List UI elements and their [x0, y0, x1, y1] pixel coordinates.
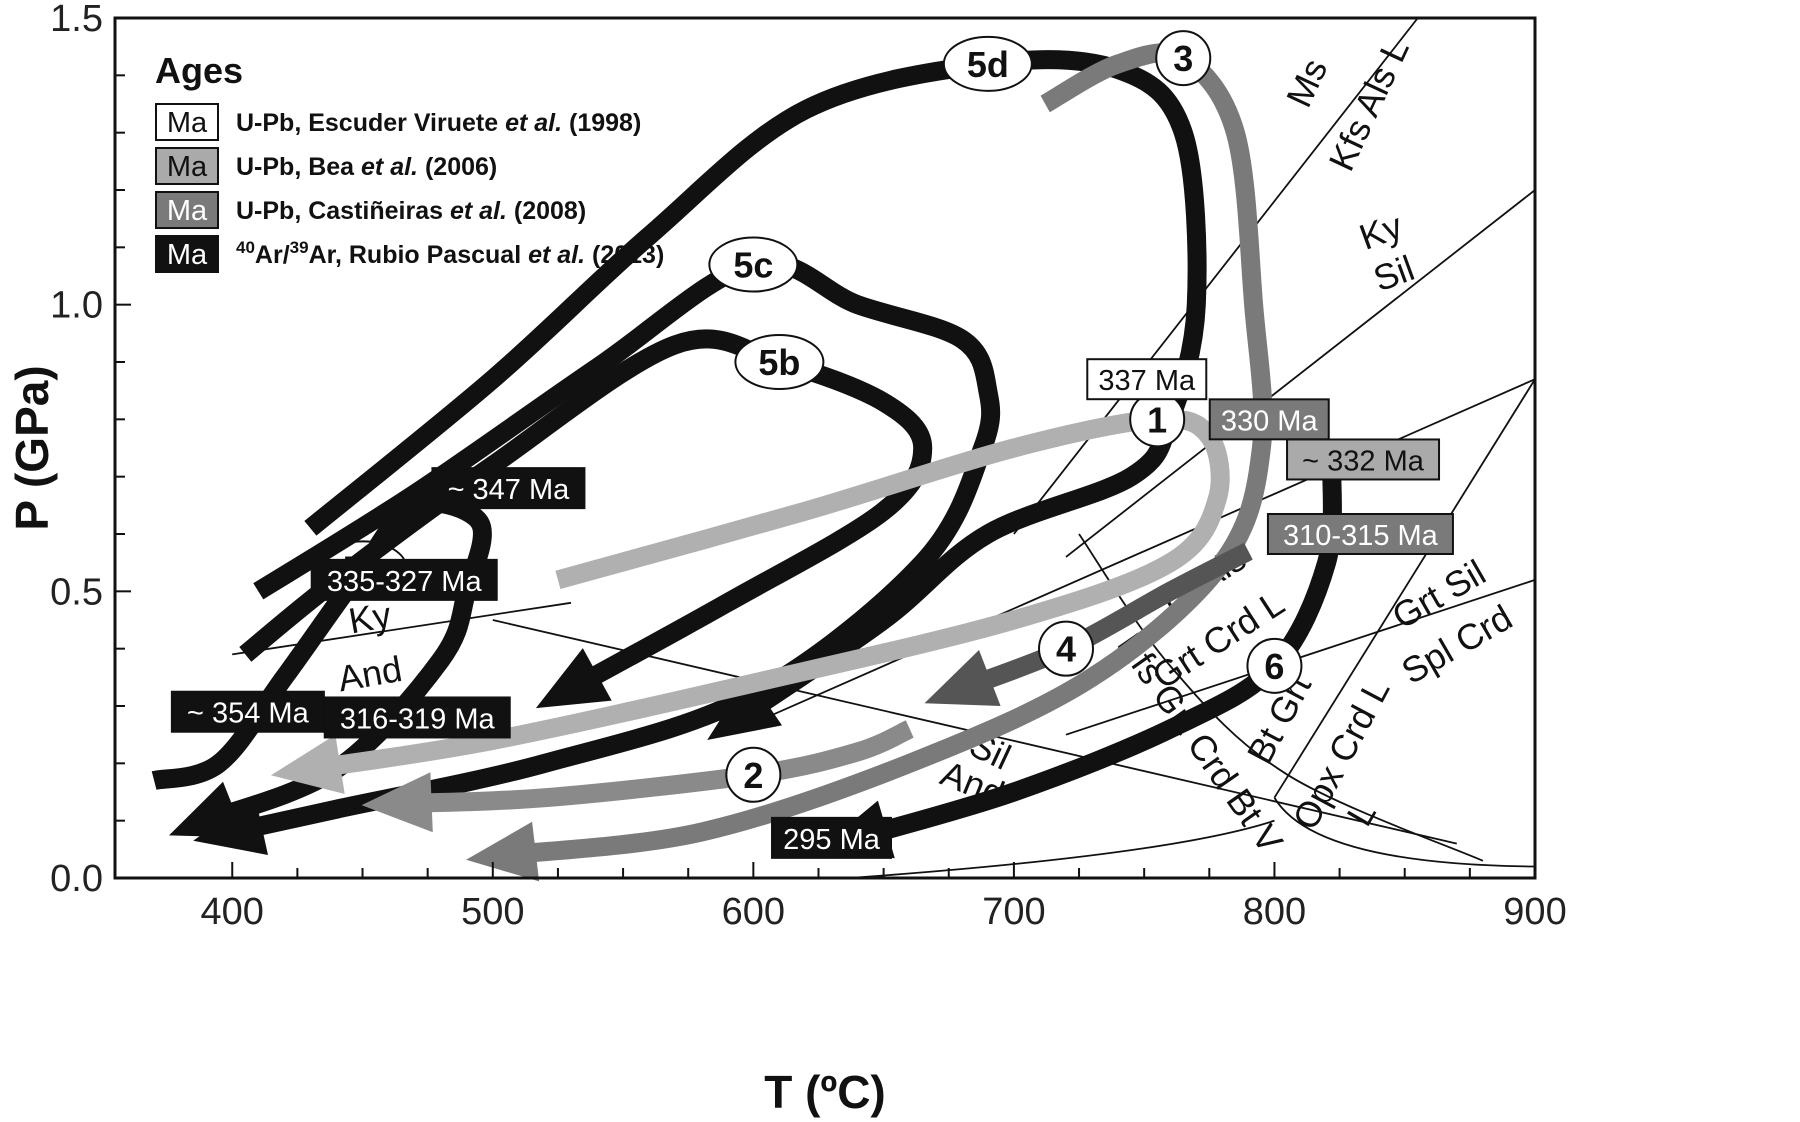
path-label-text: 5c [733, 245, 773, 286]
age-label: ~ 347 Ma [448, 474, 571, 506]
legend-swatch [155, 147, 219, 185]
age-label-box [170, 690, 325, 733]
x-tick-label: 900 [1503, 891, 1566, 933]
path-label-text: 4 [1056, 629, 1076, 670]
legend-title: Ages [155, 50, 243, 91]
pt-path-5d [304, 50, 1207, 726]
reaction-label: And [335, 648, 405, 700]
legend: Ages Ma U-Pb, Escuder Viruete et al. (1998… [155, 50, 664, 273]
reaction-label: Sil [1368, 247, 1420, 299]
legend-swatch [155, 235, 219, 273]
path-label-5d [942, 35, 1033, 92]
path-label-text: 3 [1173, 38, 1193, 79]
reaction-line-8 [1273, 797, 1536, 868]
arrowhead-2 [361, 772, 433, 833]
reaction-line-4 [726, 378, 1536, 736]
reaction-line-0 [1065, 189, 1536, 558]
legend-swatch-text: Ma [167, 239, 208, 271]
path-label-6 [1246, 637, 1303, 694]
age-label: 310-315 Ma [1283, 520, 1439, 552]
age-label-box [310, 558, 498, 601]
reaction-label: Ky [346, 594, 394, 642]
plot-frame: 400 500 600 700 800 900 0.0 0.5 1.0 1.5 [50, 0, 1567, 933]
plot-border [113, 16, 1537, 880]
age-label: ~ 354 Ma [187, 698, 310, 730]
legend-entry: U-Pb, Escuder Viruete et al. (1998) [236, 109, 641, 137]
path-label-text: 1 [1147, 399, 1167, 440]
reaction-label: L [1338, 795, 1384, 833]
path-label-3 [1155, 30, 1212, 87]
legend-entry: 40Ar/39Ar, Rubio Pascual et al. (2013) [236, 238, 664, 269]
age-label-box [1086, 358, 1208, 401]
path-label-2 [725, 746, 782, 803]
path-label-text: 2 [743, 755, 763, 796]
pt-path-4 [958, 542, 1253, 698]
pt-path-6 [854, 464, 1342, 848]
path-label-text: 5d [967, 44, 1009, 85]
age-label: 316-319 Ma [340, 703, 496, 735]
path-label-5b [734, 334, 825, 390]
y-tick-label: 1.5 [50, 0, 103, 40]
legend-swatch-text: Ma [167, 195, 208, 227]
path-label-text: 6 [1264, 646, 1284, 687]
legend-swatch-text: Ma [167, 107, 208, 139]
pt-path-2 [401, 720, 914, 813]
arrowhead-5c [193, 796, 268, 855]
age-label-box [431, 467, 586, 510]
arrowhead-1 [270, 734, 345, 794]
reaction-label: Ms [1278, 52, 1335, 113]
x-tick-label: 600 [722, 891, 785, 933]
legend-swatch-text: Ma [167, 151, 208, 183]
age-label-box [1208, 398, 1330, 441]
x-tick-label: 400 [201, 891, 264, 933]
reaction-line-low [849, 819, 1275, 879]
path-label-text: 5b [758, 342, 800, 383]
pt-path-1 [308, 409, 1230, 779]
reaction-line-5 [1078, 533, 1484, 862]
path-label-5c [708, 236, 799, 293]
arrowhead-5b [535, 648, 612, 709]
x-tick-label: 700 [982, 891, 1045, 933]
legend-swatch [155, 103, 219, 141]
age-label: 337 Ma [1098, 365, 1196, 397]
x-axis-label: T (ºC) [764, 1066, 886, 1118]
age-label-box [771, 816, 893, 859]
y-axis-label: P (GPa) [6, 365, 58, 530]
y-tick-label: 1.0 [50, 285, 103, 327]
reaction-line-6 [1273, 378, 1536, 799]
y-tick-label: 0.0 [50, 858, 103, 900]
legend-swatch [155, 191, 219, 229]
x-tick-label: 800 [1243, 891, 1306, 933]
x-tick-label: 500 [461, 891, 524, 933]
legend-entry: U-Pb, Bea et al. (2006) [236, 153, 497, 181]
arrowhead-3 [466, 821, 540, 882]
age-label-box [323, 696, 511, 739]
arrowhead-5d [707, 675, 782, 740]
age-label: ~ 332 Ma [1302, 445, 1425, 477]
reaction-line-3 [1013, 17, 1419, 535]
age-label: 295 Ma [783, 824, 881, 856]
age-label: 335-327 Ma [327, 566, 483, 598]
reaction-line-1 [232, 601, 572, 656]
y-tick-label: 0.5 [50, 571, 103, 613]
reaction-label: Kfs Als L [1320, 33, 1416, 177]
legend-entry: U-Pb, Castiñeiras et al. (2008) [236, 197, 586, 225]
pt-path-5c [230, 253, 1001, 842]
age-label-box [1266, 513, 1454, 555]
path-label-4 [1038, 620, 1095, 677]
arrowhead-4 [924, 650, 1001, 706]
age-label: 330 Ma [1221, 405, 1319, 437]
age-label-box [1286, 438, 1441, 481]
annotations: 337 Ma 330 Ma ~ 332 Ma 310-315 Ma ~ 347 Ma 33… [170, 358, 1454, 859]
